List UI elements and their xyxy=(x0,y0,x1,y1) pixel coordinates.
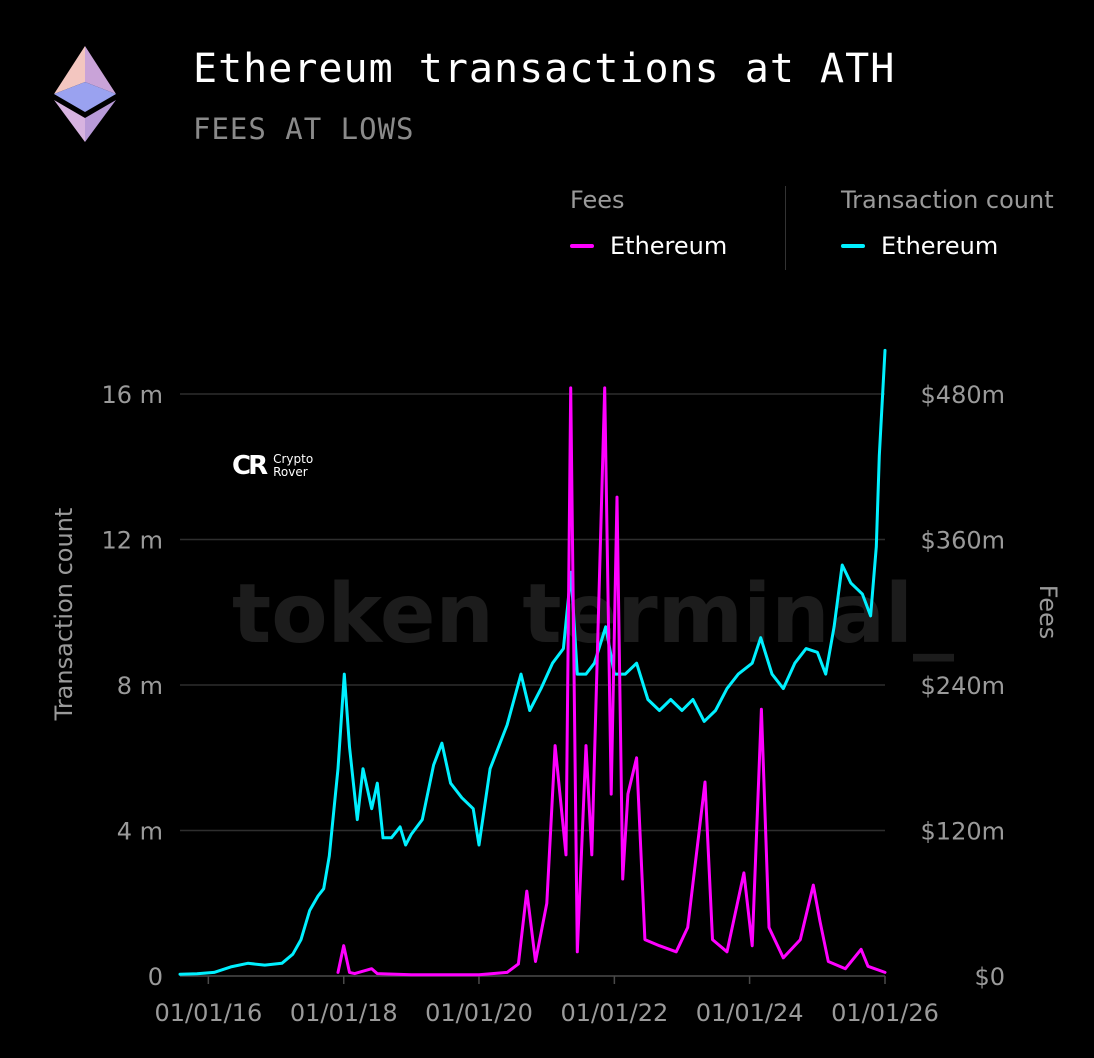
page-title: Ethereum transactions at ATH xyxy=(193,46,896,92)
y-left-tick-label: 4 m xyxy=(117,818,163,846)
y-right-tick-label: $240m xyxy=(921,672,1005,700)
y-right-tick-label: $360m xyxy=(921,527,1005,555)
x-tick-label: 01/01/26 xyxy=(831,999,939,1027)
crypto-rover-logo: CR Crypto Rover xyxy=(232,451,313,481)
fees-line xyxy=(336,386,887,977)
y-left-tick-label: 16 m xyxy=(101,381,163,409)
x-tick-label: 01/01/22 xyxy=(560,999,668,1027)
legend-transactions-title: Transaction count xyxy=(841,186,1054,214)
legend-transactions-item[interactable]: Ethereum xyxy=(841,232,1054,260)
y-right-tick-label: $480m xyxy=(921,381,1005,409)
ethereum-logo-icon xyxy=(54,46,116,142)
watermark-text: token terminal_ xyxy=(232,567,954,662)
legend-fees-title: Fees xyxy=(570,186,625,214)
x-tick-label: 01/01/16 xyxy=(154,999,262,1027)
legend-transactions-swatch xyxy=(841,244,865,248)
x-tick-label: 01/01/20 xyxy=(425,999,533,1027)
y-left-tick-label: 8 m xyxy=(117,672,163,700)
legend-fees-label: Ethereum xyxy=(610,232,728,260)
x-tick-label: 01/01/24 xyxy=(696,999,804,1027)
legend-transactions-label: Ethereum xyxy=(881,232,999,260)
x-tick-label: 01/01/18 xyxy=(290,999,398,1027)
crypto-rover-line1: Crypto xyxy=(273,452,314,466)
legend-fees-swatch xyxy=(570,244,594,248)
y-right-tick-label: $120m xyxy=(921,818,1005,846)
crypto-rover-text: Crypto Rover xyxy=(273,453,313,479)
y-left-axis-title: Transaction count xyxy=(50,508,78,722)
y-right-tick-label: $0 xyxy=(974,963,1005,991)
legend-fees-item[interactable]: Ethereum xyxy=(570,232,727,260)
legend-fees[interactable]: Fees Ethereum xyxy=(570,186,727,260)
y-left-tick-label: 12 m xyxy=(101,527,163,555)
legend-transactions[interactable]: Transaction count Ethereum xyxy=(841,186,1054,260)
page-subtitle: FEES AT LOWS xyxy=(193,112,415,146)
crypto-rover-line2: Rover xyxy=(273,465,308,479)
y-left-tick-label: 0 xyxy=(148,963,163,991)
y-right-axis-title: Fees xyxy=(1034,585,1062,640)
crypto-rover-mark-icon: CR xyxy=(232,451,268,481)
legend-divider xyxy=(785,186,786,270)
transaction-count-line xyxy=(178,348,887,976)
